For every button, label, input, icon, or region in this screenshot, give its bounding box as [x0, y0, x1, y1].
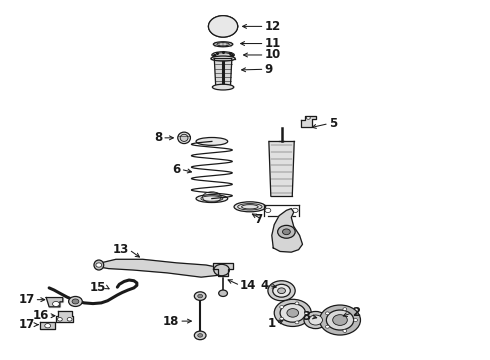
Circle shape — [209, 25, 213, 28]
Circle shape — [273, 284, 290, 297]
Circle shape — [333, 315, 347, 325]
Polygon shape — [272, 208, 302, 252]
Circle shape — [227, 18, 231, 21]
Circle shape — [219, 290, 227, 296]
Circle shape — [319, 305, 361, 335]
Circle shape — [280, 317, 284, 320]
Circle shape — [214, 20, 232, 33]
Circle shape — [198, 294, 202, 298]
Circle shape — [215, 32, 219, 35]
Ellipse shape — [211, 56, 235, 61]
Circle shape — [309, 315, 322, 325]
Text: 17: 17 — [18, 318, 34, 331]
Text: 3: 3 — [303, 310, 311, 323]
Circle shape — [280, 306, 284, 309]
Text: 6: 6 — [172, 163, 181, 176]
Circle shape — [304, 311, 327, 329]
Circle shape — [72, 299, 79, 304]
Circle shape — [208, 16, 238, 37]
Text: 15: 15 — [90, 281, 106, 294]
Ellipse shape — [212, 52, 234, 58]
Circle shape — [69, 296, 82, 306]
Polygon shape — [269, 141, 294, 196]
Ellipse shape — [94, 260, 104, 270]
Ellipse shape — [208, 22, 238, 30]
Circle shape — [52, 301, 59, 306]
Circle shape — [306, 116, 310, 119]
Circle shape — [45, 324, 50, 328]
Circle shape — [67, 318, 72, 321]
Circle shape — [233, 25, 237, 28]
Circle shape — [295, 302, 299, 305]
Text: 12: 12 — [265, 20, 281, 33]
Text: 11: 11 — [265, 37, 281, 50]
Circle shape — [274, 299, 311, 327]
Circle shape — [57, 318, 62, 321]
Text: 17: 17 — [18, 293, 34, 306]
Ellipse shape — [217, 42, 229, 46]
Circle shape — [278, 225, 295, 238]
Circle shape — [283, 229, 290, 235]
Text: 16: 16 — [33, 309, 49, 322]
Text: 13: 13 — [113, 243, 129, 256]
Circle shape — [278, 288, 286, 294]
Text: 4: 4 — [260, 279, 269, 292]
Circle shape — [287, 309, 298, 317]
Text: 18: 18 — [163, 315, 179, 328]
Ellipse shape — [196, 138, 228, 145]
Polygon shape — [97, 259, 224, 277]
Circle shape — [325, 325, 329, 328]
Circle shape — [214, 264, 229, 276]
Text: 8: 8 — [154, 131, 162, 144]
Text: 5: 5 — [329, 117, 337, 130]
Ellipse shape — [234, 202, 266, 212]
Circle shape — [227, 32, 231, 35]
Circle shape — [195, 292, 206, 300]
Text: 7: 7 — [254, 213, 262, 226]
Ellipse shape — [213, 42, 233, 47]
Ellipse shape — [178, 132, 191, 144]
Ellipse shape — [180, 134, 188, 141]
Circle shape — [354, 319, 358, 321]
Circle shape — [292, 208, 298, 212]
Circle shape — [195, 331, 206, 340]
Circle shape — [220, 24, 226, 29]
Ellipse shape — [212, 84, 234, 90]
Circle shape — [304, 311, 308, 314]
Circle shape — [268, 281, 295, 301]
Circle shape — [198, 334, 202, 337]
Circle shape — [96, 263, 102, 267]
Text: 10: 10 — [265, 49, 281, 62]
Circle shape — [208, 16, 238, 37]
Polygon shape — [301, 116, 316, 127]
Circle shape — [265, 208, 271, 212]
Polygon shape — [56, 311, 74, 322]
Polygon shape — [40, 322, 55, 329]
Circle shape — [215, 18, 219, 21]
Text: 2: 2 — [352, 306, 360, 319]
Polygon shape — [46, 297, 63, 307]
Polygon shape — [213, 263, 233, 276]
Ellipse shape — [215, 53, 231, 57]
Circle shape — [343, 329, 347, 332]
Circle shape — [280, 303, 305, 322]
Text: 14: 14 — [240, 279, 256, 292]
Text: 9: 9 — [265, 63, 273, 76]
Ellipse shape — [196, 195, 228, 203]
Polygon shape — [214, 59, 232, 87]
Circle shape — [326, 310, 354, 330]
Text: 1: 1 — [268, 317, 276, 330]
Circle shape — [295, 321, 299, 324]
Circle shape — [325, 312, 329, 315]
Circle shape — [343, 308, 347, 311]
